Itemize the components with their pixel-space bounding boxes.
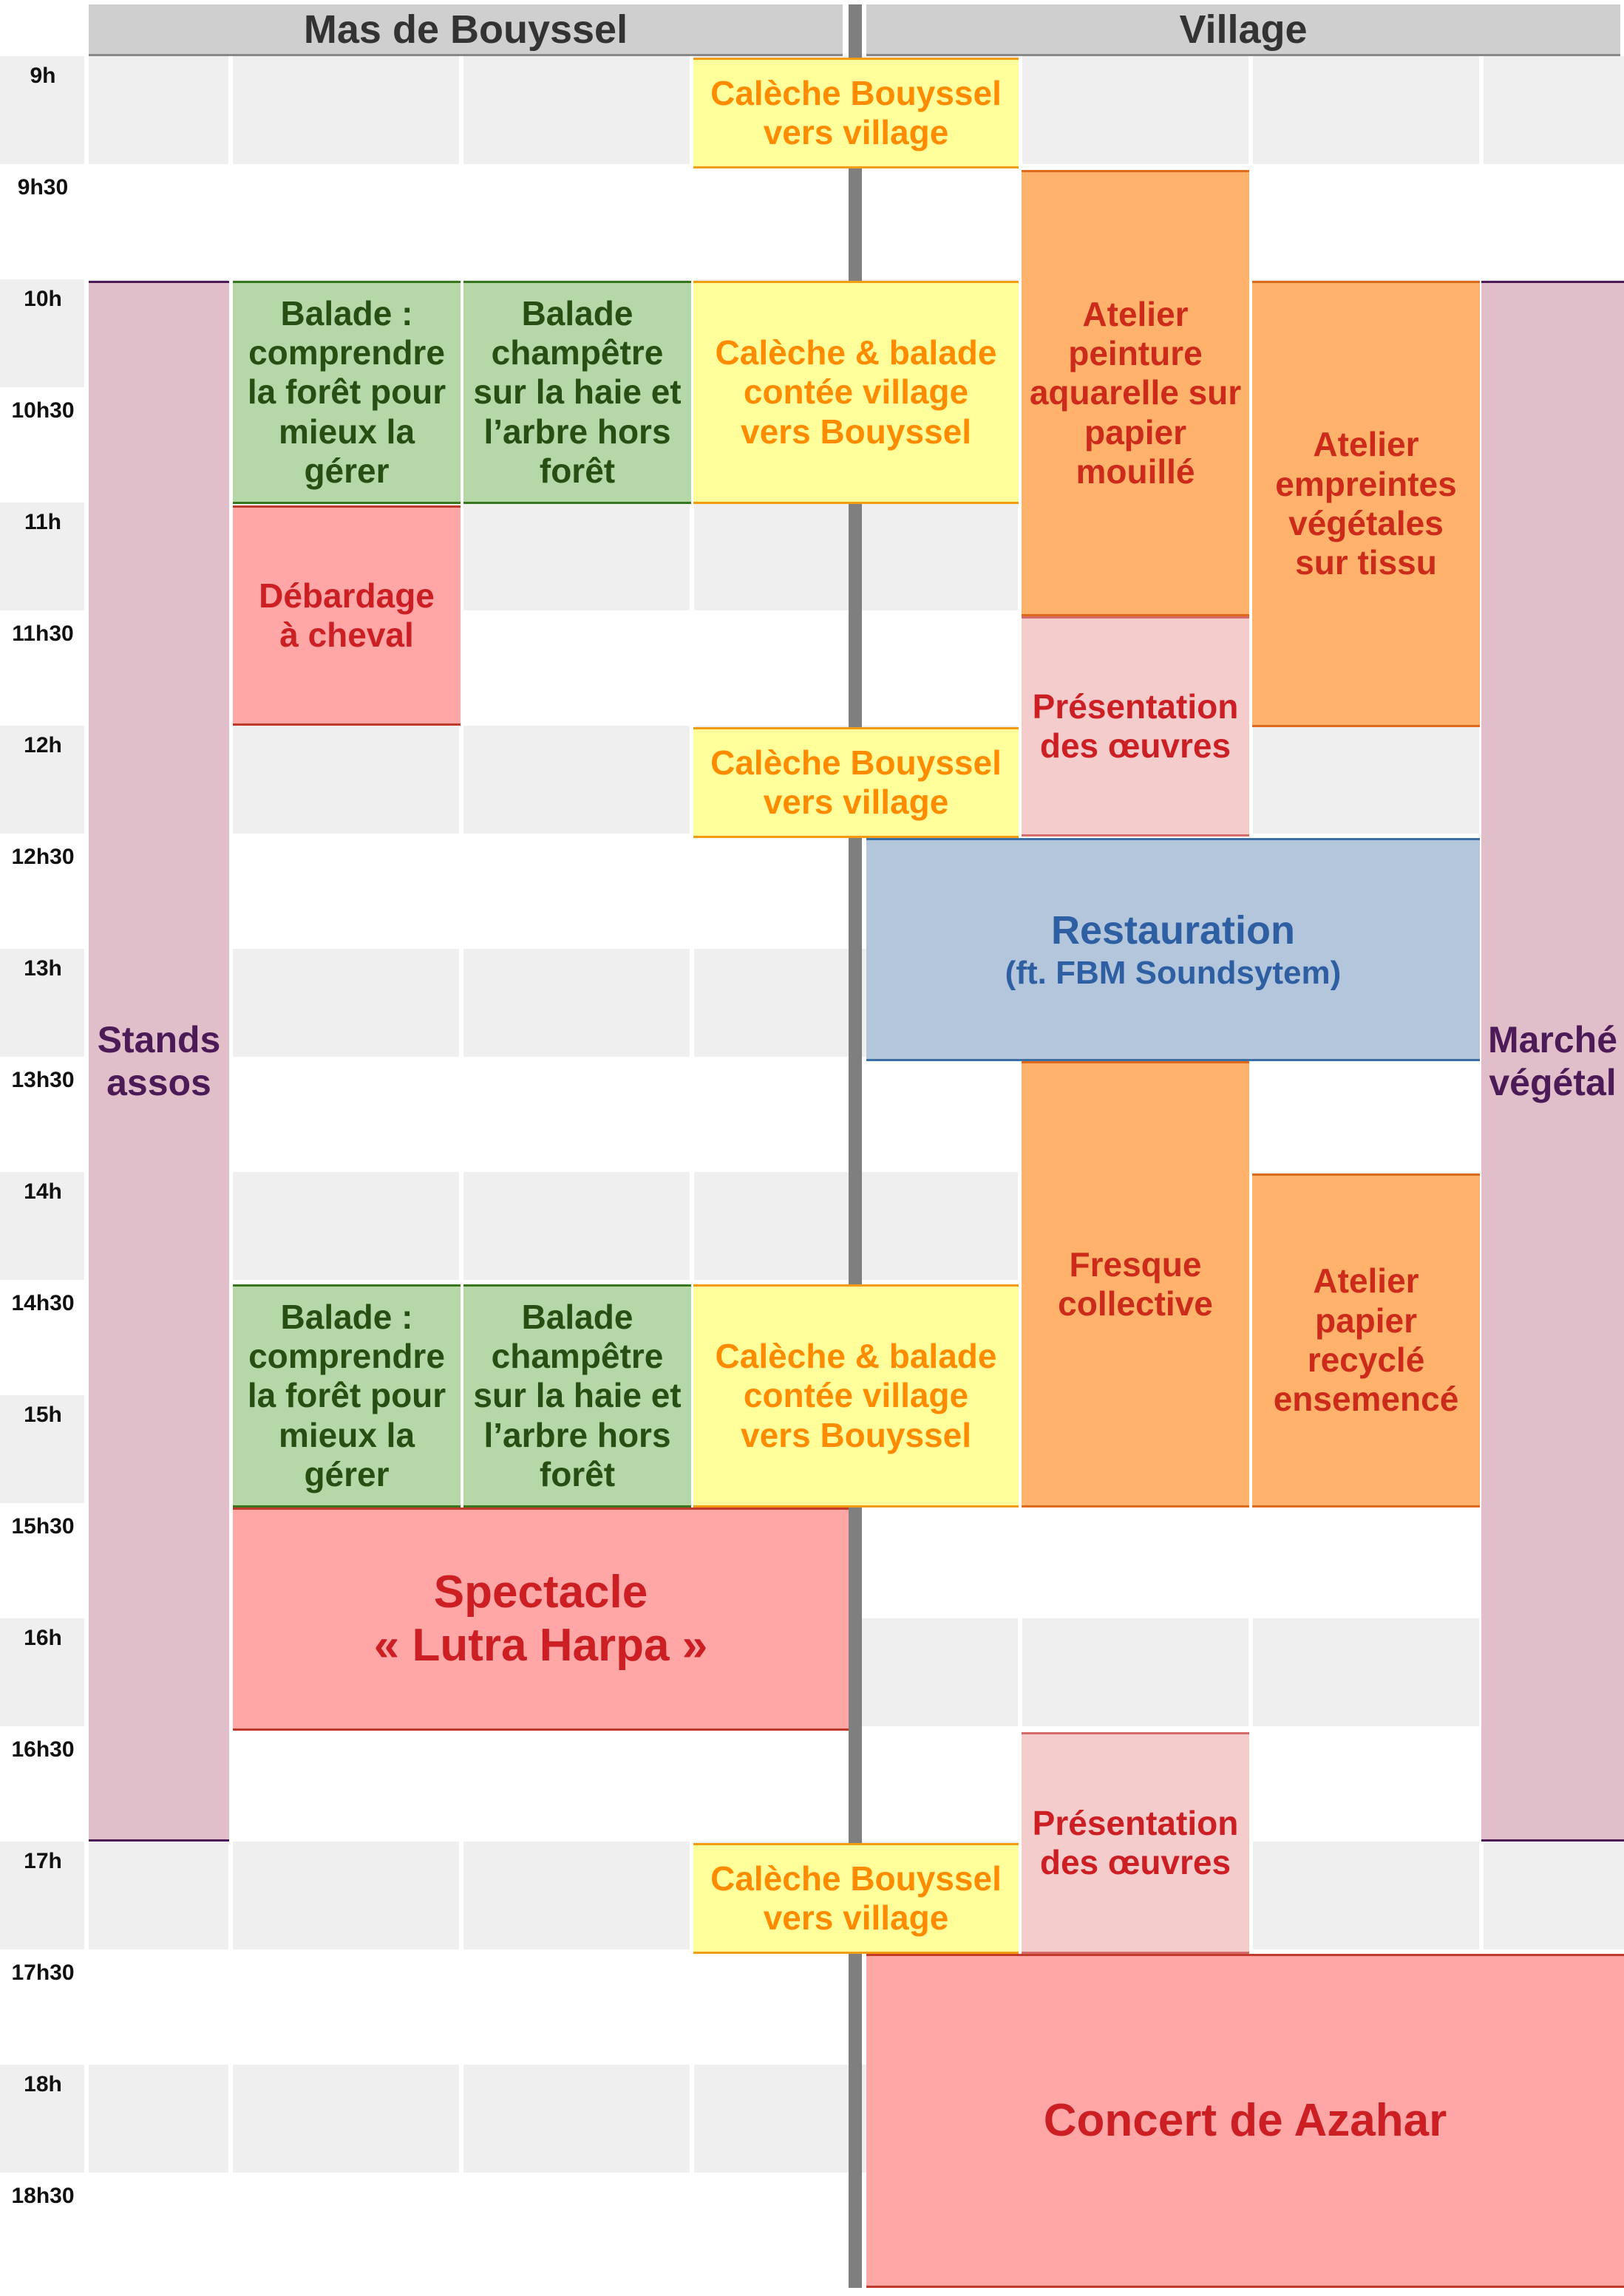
time-label: 12h30 <box>11 845 75 869</box>
header-village: Village <box>866 4 1620 56</box>
column-gap <box>84 56 89 2273</box>
time-label: 11h30 <box>12 621 74 646</box>
column-gap <box>690 56 694 2273</box>
event-presentation-oeuvres-1[interactable]: Présentation des œuvres <box>1022 616 1249 837</box>
time-label: 10h <box>24 287 62 311</box>
event-spectacle-lutra-harpa[interactable]: Spectacle « Lutra Harpa » <box>233 1508 849 1731</box>
time-label: 12h <box>24 733 62 757</box>
time-label: 14h <box>24 1179 62 1204</box>
header-mas-de-bouyssel: Mas de Bouyssel <box>89 4 843 56</box>
event-marche-vegetal[interactable]: Marché végétal <box>1481 281 1624 1842</box>
event-atelier-aquarelle[interactable]: Atelier peinture aquarelle sur papier mo… <box>1022 170 1249 616</box>
time-label: 17h30 <box>11 1961 75 1985</box>
event-presentation-oeuvres-2[interactable]: Présentation des œuvres <box>1022 1732 1249 1954</box>
column-gap <box>459 56 463 2273</box>
event-restauration[interactable]: Restauration (ft. FBM Soundsytem) <box>866 838 1480 1061</box>
restauration-title: Restauration <box>1050 908 1296 953</box>
event-balade-haie-1[interactable]: Balade champêtre sur la haie et l’arbre … <box>463 281 691 504</box>
time-label: 16h <box>24 1626 62 1650</box>
time-label: 13h30 <box>11 1068 75 1092</box>
event-caleche-balade-1[interactable]: Calèche & balade contée village vers Bou… <box>693 281 1019 504</box>
event-caleche-bouyssel-3[interactable]: Calèche Bouyssel vers village <box>693 1843 1019 1954</box>
event-concert-azahar[interactable]: Concert de Azahar <box>866 1954 1624 2288</box>
time-label: 14h30 <box>11 1291 75 1315</box>
event-caleche-balade-2[interactable]: Calèche & balade contée village vers Bou… <box>693 1284 1019 1508</box>
event-balade-foret-1[interactable]: Balade : comprendre la forêt pour mieux … <box>233 281 461 504</box>
restauration-subtitle: (ft. FBM Soundsytem) <box>1005 954 1342 991</box>
time-label: 18h <box>24 2072 62 2096</box>
time-label: 16h30 <box>11 1737 75 1762</box>
time-label: 11h <box>24 510 62 534</box>
time-label: 9h30 <box>17 175 69 200</box>
column-gap <box>1248 56 1253 2273</box>
top-margin <box>0 0 1624 4</box>
time-label: 15h <box>24 1403 62 1427</box>
event-caleche-bouyssel-1[interactable]: Calèche Bouyssel vers village <box>693 58 1019 168</box>
event-atelier-empreintes[interactable]: Atelier empreintes végétales sur tissu <box>1252 281 1480 727</box>
event-fresque-collective[interactable]: Fresque collective <box>1022 1061 1249 1508</box>
header-corner <box>0 4 86 56</box>
event-balade-foret-2[interactable]: Balade : comprendre la forêt pour mieux … <box>233 1284 461 1508</box>
time-label: 13h <box>24 956 62 981</box>
time-label: 17h <box>24 1849 62 1873</box>
event-stands-assos[interactable]: Stands assos <box>89 281 229 1842</box>
time-label: 9h <box>30 64 56 88</box>
column-gap <box>1018 56 1022 2273</box>
time-label: 10h30 <box>11 398 75 423</box>
column-gap <box>228 56 233 2273</box>
center-divider <box>849 4 862 2288</box>
time-label: 18h30 <box>11 2184 75 2208</box>
event-debardage-a-cheval[interactable]: Débardage à cheval <box>233 505 461 726</box>
event-balade-haie-2[interactable]: Balade champêtre sur la haie et l’arbre … <box>463 1284 691 1508</box>
time-label: 15h30 <box>11 1514 75 1539</box>
event-caleche-bouyssel-2[interactable]: Calèche Bouyssel vers village <box>693 727 1019 838</box>
event-atelier-papier-recycle[interactable]: Atelier papier recyclé ensemencé <box>1252 1173 1480 1508</box>
